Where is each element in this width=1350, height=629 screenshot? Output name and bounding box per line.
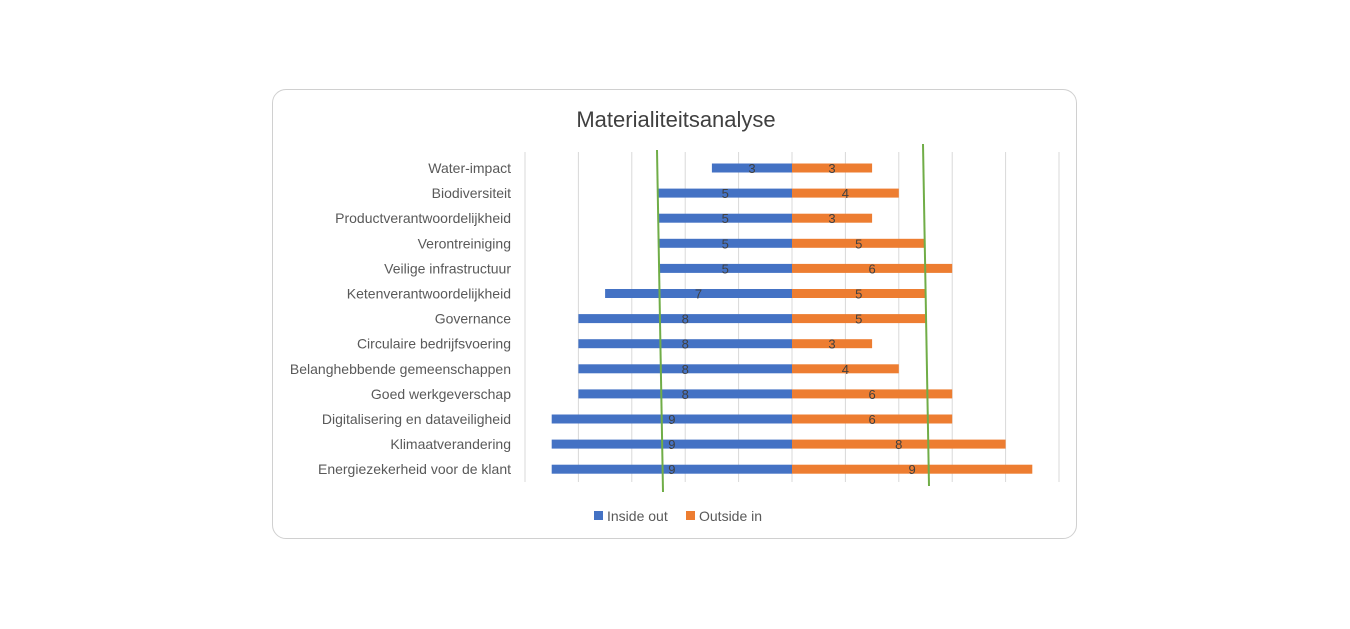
value-label-inside-out-water-impact: 3 [748, 161, 755, 176]
bar-outside-in-belanghebbende-gemeenschappen [792, 364, 899, 374]
threshold-line-right [922, 143, 930, 487]
bar-inside-out-belanghebbende-gemeenschappen [578, 364, 792, 374]
chart-frame: Materialiteitsanalyse Water-impact 3 3 Biod… [272, 89, 1077, 539]
bar-outside-in-energiezekerheid-voor-de-klant [792, 464, 1033, 474]
value-label-outside-in-governance: 5 [855, 312, 862, 327]
legend: Inside out Outside in [594, 508, 762, 524]
bar-inside-out-verontreiniging [658, 238, 792, 248]
chart-title: Materialiteitsanalyse [576, 107, 775, 132]
bar-outside-in-veilige-infrastructuur [792, 263, 953, 273]
category-label-digitalisering-en-dataveiligheid: Digitalisering en dataveiligheid [322, 411, 511, 427]
value-label-inside-out-digitalisering-en-dataveiligheid: 9 [668, 412, 675, 427]
value-label-outside-in-digitalisering-en-dataveiligheid: 6 [868, 412, 875, 427]
chart-svg: Materialiteitsanalyse Water-impact 3 3 Biod… [290, 107, 1060, 524]
threshold-line-left [656, 149, 664, 493]
value-label-outside-in-energiezekerheid-voor-de-klant: 9 [909, 462, 916, 477]
category-label-goed-werkgeverschap: Goed werkgeverschap [371, 386, 511, 402]
bar-outside-in-governance [792, 314, 926, 324]
bar-inside-out-productverantwoordelijkheid [658, 213, 792, 223]
value-label-inside-out-klimaatverandering: 9 [668, 437, 675, 452]
category-label-verontreiniging: Verontreiniging [418, 235, 511, 251]
bar-outside-in-ketenverantwoordelijkheid [792, 289, 926, 298]
value-label-outside-in-goed-werkgeverschap: 6 [868, 387, 875, 402]
threshold-layer [656, 143, 930, 493]
bar-outside-in-water-impact [792, 163, 873, 173]
bar-inside-out-veilige-infrastructuur [658, 263, 792, 273]
bar-inside-out-ketenverantwoordelijkheid [605, 289, 792, 298]
category-label-governance: Governance [435, 311, 511, 327]
bar-inside-out-biodiversiteit [658, 188, 792, 198]
bar-inside-out-governance [578, 314, 792, 324]
value-label-outside-in-veilige-infrastructuur: 6 [868, 261, 875, 276]
value-label-outside-in-verontreiniging: 5 [855, 236, 862, 251]
value-label-inside-out-circulaire-bedrijfsvoering: 8 [682, 337, 689, 352]
bars-layer [551, 163, 1033, 474]
bar-outside-in-digitalisering-en-dataveiligheid [792, 414, 953, 424]
bar-inside-out-digitalisering-en-dataveiligheid [551, 414, 792, 424]
category-label-belanghebbende-gemeenschappen: Belanghebbende gemeenschappen [290, 361, 511, 377]
value-label-outside-in-water-impact: 3 [828, 161, 835, 176]
bar-inside-out-circulaire-bedrijfsvoering [578, 339, 792, 349]
value-label-inside-out-goed-werkgeverschap: 8 [682, 387, 689, 402]
category-label-water-impact: Water-impact [428, 160, 511, 176]
bar-inside-out-water-impact [711, 163, 792, 173]
value-label-inside-out-ketenverantwoordelijkheid: 7 [695, 287, 702, 302]
bar-outside-in-verontreiniging [792, 238, 926, 248]
value-label-outside-in-productverantwoordelijkheid: 3 [828, 211, 835, 226]
bar-outside-in-goed-werkgeverschap [792, 389, 953, 399]
value-label-inside-out-verontreiniging: 5 [722, 236, 729, 251]
category-label-klimaatverandering: Klimaatverandering [390, 436, 511, 452]
bar-outside-in-klimaatverandering [792, 439, 1006, 449]
value-label-inside-out-veilige-infrastructuur: 5 [722, 261, 729, 276]
legend-label-inside-out: Inside out [607, 508, 668, 524]
bar-inside-out-klimaatverandering [551, 439, 792, 449]
category-label-biodiversiteit: Biodiversiteit [432, 185, 511, 201]
value-label-outside-in-circulaire-bedrijfsvoering: 3 [828, 337, 835, 352]
value-label-outside-in-belanghebbende-gemeenschappen: 4 [842, 362, 849, 377]
bar-outside-in-biodiversiteit [792, 188, 899, 198]
bar-outside-in-circulaire-bedrijfsvoering [792, 339, 873, 349]
bar-outside-in-productverantwoordelijkheid [792, 213, 873, 223]
value-label-outside-in-klimaatverandering: 8 [895, 437, 902, 452]
category-label-ketenverantwoordelijkheid: Ketenverantwoordelijkheid [347, 286, 511, 302]
bar-inside-out-goed-werkgeverschap [578, 389, 792, 399]
legend-swatch-inside-out [594, 511, 603, 520]
category-label-productverantwoordelijkheid: Productverantwoordelijkheid [335, 210, 511, 226]
labels-layer: Water-impact 3 3 Biodiversiteit 5 4 Productver… [290, 160, 916, 477]
value-label-outside-in-ketenverantwoordelijkheid: 5 [855, 287, 862, 302]
value-label-inside-out-biodiversiteit: 5 [722, 186, 729, 201]
value-label-inside-out-governance: 8 [682, 312, 689, 327]
category-label-energiezekerheid-voor-de-klant: Energiezekerheid voor de klant [318, 461, 511, 477]
value-label-inside-out-energiezekerheid-voor-de-klant: 9 [668, 462, 675, 477]
legend-label-outside-in: Outside in [699, 508, 762, 524]
category-label-veilige-infrastructuur: Veilige infrastructuur [384, 260, 511, 276]
legend-swatch-outside-in [686, 511, 695, 520]
value-label-inside-out-productverantwoordelijkheid: 5 [722, 211, 729, 226]
value-label-outside-in-biodiversiteit: 4 [842, 186, 849, 201]
bar-inside-out-energiezekerheid-voor-de-klant [551, 464, 792, 474]
category-label-circulaire-bedrijfsvoering: Circulaire bedrijfsvoering [357, 336, 511, 352]
value-label-inside-out-belanghebbende-gemeenschappen: 8 [682, 362, 689, 377]
